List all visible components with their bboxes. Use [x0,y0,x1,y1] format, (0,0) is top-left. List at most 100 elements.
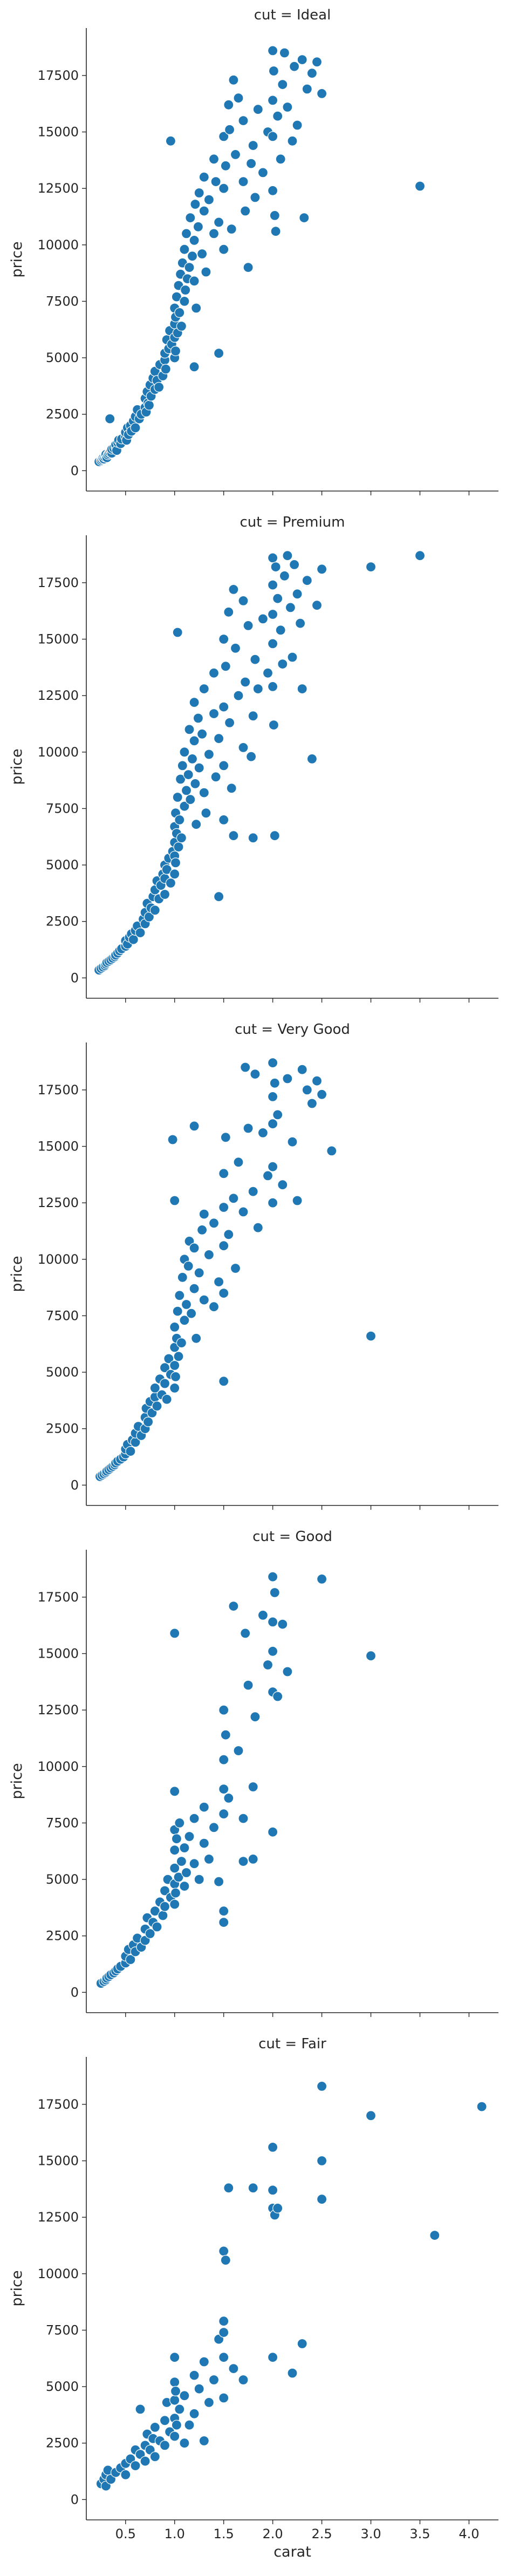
scatter-point [302,575,312,586]
scatter-point [218,1202,229,1213]
y-tick-label: 2500 [46,2436,79,2451]
scatter-point [240,206,251,216]
scatter-points [95,1571,377,1989]
scatter-point [189,1243,200,1253]
scatter-point [268,131,278,142]
scatter-point [218,1906,229,1917]
scatter-point [306,1098,318,1109]
scatter-point [169,2352,180,2363]
scatter-point [223,606,234,617]
scatter-point [199,1294,209,1305]
scatter-point [268,2142,278,2152]
scatter-point [172,1306,183,1317]
scatter-point [165,135,176,146]
scatter-point [297,683,307,694]
scatter-point [174,814,185,826]
scatter-point [183,769,194,780]
scatter-point [248,711,258,721]
scatter-point [268,1091,278,1102]
scatter-point [311,1075,323,1086]
y-tick-label: 7500 [46,1815,79,1830]
x-tick-label: 2.5 [311,2526,332,2541]
scatter-point [191,303,202,314]
scatter-point [262,1659,273,1671]
scatter-point [223,1793,234,1803]
y-tick-label: 2500 [46,407,79,422]
scatter-point [233,690,244,701]
scatter-point [224,124,235,135]
scatter-point [143,400,154,411]
scatter-point [297,1064,307,1075]
scatter-point [170,1887,181,1898]
scatter-point [268,1646,278,1657]
scatter-point [135,927,146,938]
scatter-point [272,111,283,121]
scatter-point [172,627,183,638]
scatter-point [176,321,187,332]
scatter-point [277,79,288,90]
scatter-point [292,589,303,599]
scatter-point [282,1073,293,1084]
scatter-point [187,753,198,765]
scatter-point [272,2203,283,2213]
scatter-point [218,760,229,771]
scatter-point [257,1610,268,1620]
scatter-point [135,2404,146,2415]
y-tick-label: 12500 [38,1195,79,1210]
scatter-point [238,742,249,753]
y-tick-label: 7500 [46,1308,79,1323]
scatter-point [184,1831,195,1842]
scatter-point [189,2370,200,2381]
scatter-point [203,749,214,760]
scatter-point [218,701,229,712]
scatter-point [187,251,198,262]
scatter-point [238,2374,249,2386]
scatter-point [201,808,211,819]
scatter-point [181,228,192,239]
scatter-point [365,2110,377,2121]
panel-title: cut = Fair [258,2036,326,2052]
scatter-point [154,381,165,393]
scatter-point [250,1712,261,1722]
scatter-point [270,561,281,573]
scatter-point [169,1360,180,1371]
y-tick-label: 5000 [46,2379,79,2394]
scatter-point [224,717,235,728]
scatter-point [250,192,261,203]
y-tick-label: 0 [71,2492,79,2507]
scatter-point [171,2420,182,2430]
y-tick-label: 7500 [46,2322,79,2338]
y-tick-label: 10000 [38,2266,79,2281]
scatter-point [191,1333,202,1344]
scatter-point [179,296,190,307]
scatter-point [218,633,229,645]
scatter-point [218,1288,229,1299]
scatter-point [177,1272,188,1283]
scatter-point [287,1136,298,1147]
scatter-point [311,57,323,67]
scatter-point [218,2393,229,2403]
scatter-point [189,1858,200,1869]
scatter-point [228,1601,239,1612]
scatter-point [268,553,278,563]
scatter-point [176,1856,187,1867]
scatter-point [252,104,263,115]
y-tick-label: 12500 [38,1702,79,1718]
scatter-point [282,550,293,561]
scatter-point [248,140,258,151]
scatter-point [306,68,318,79]
scatter-point [223,2183,234,2193]
scatter-point [228,584,239,595]
y-tick-label: 2500 [46,1421,79,1436]
panel-title: cut = Premium [240,514,345,530]
scatter-point [214,348,224,359]
scatter-point [238,1207,249,1217]
scatter-point [167,1134,178,1145]
scatter-point [218,1809,229,1819]
scatter-point [169,1195,180,1206]
facet-panel: cut = Ideal 0 2500 5000 7500 10000 12500 15000 1… [9,7,498,495]
scatter-point [268,45,278,56]
scatter-point [326,1146,337,1156]
scatter-point [169,2395,180,2405]
